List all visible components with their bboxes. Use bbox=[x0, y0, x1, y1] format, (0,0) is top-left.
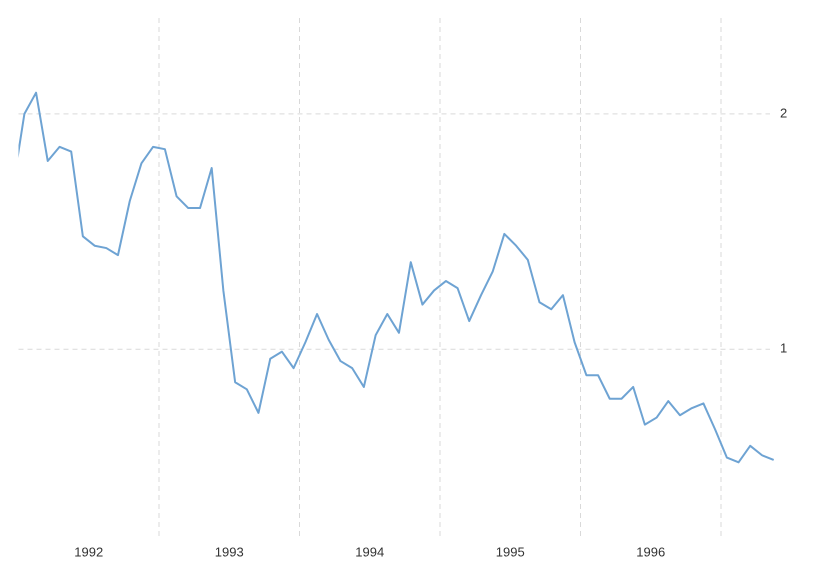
x-tick-label: 1996 bbox=[636, 544, 665, 559]
line-series bbox=[18, 91, 775, 464]
y-tick-label: 2 bbox=[780, 105, 787, 120]
x-tick-label: 1992 bbox=[74, 544, 103, 559]
x-tick-label: 1995 bbox=[496, 544, 525, 559]
y-tick-label: 1 bbox=[780, 341, 787, 356]
x-tick-label: 1994 bbox=[355, 544, 384, 559]
x-tick-label: 1993 bbox=[215, 544, 244, 559]
